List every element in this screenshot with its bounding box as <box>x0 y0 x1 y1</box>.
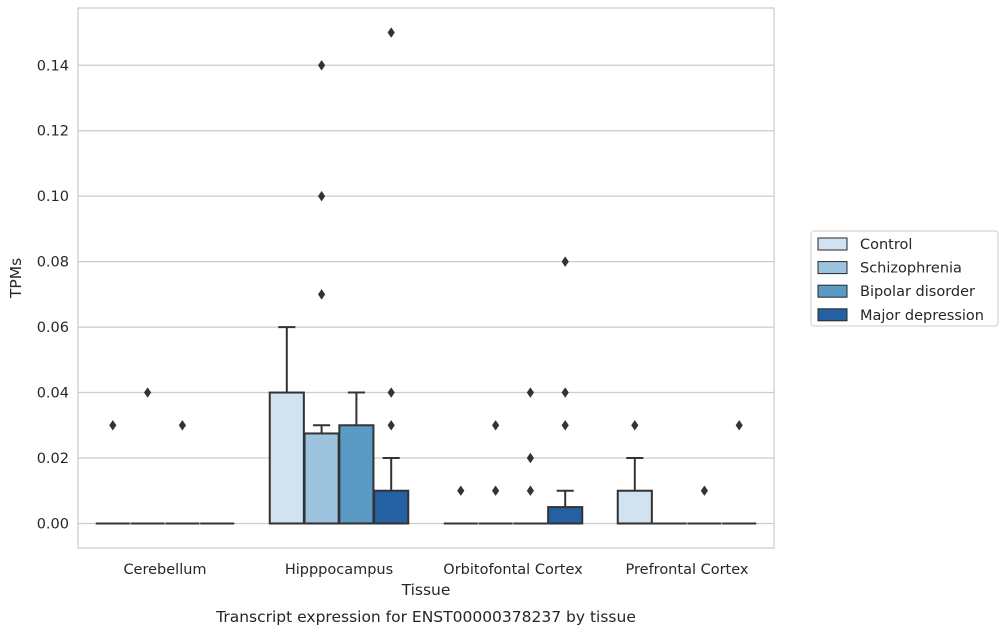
y-tick-label: 0.08 <box>37 255 69 271</box>
legend-label: Major depression <box>860 308 984 324</box>
figure-caption: Transcript expression for ENST0000037823… <box>215 608 636 626</box>
outlier-marker <box>561 256 569 267</box>
x-tick-label: Cerebellum <box>123 562 206 578</box>
box-group <box>338 391 375 525</box>
y-tick-label: 0.02 <box>37 451 69 467</box>
legend-swatch <box>817 237 848 251</box>
box-group <box>478 420 513 525</box>
legend-label: Schizophrenia <box>860 261 962 277</box>
outlier-marker <box>178 420 186 431</box>
x-axis-label: Tissue <box>401 581 451 599</box>
outlier-marker <box>387 27 395 38</box>
box-group <box>513 387 548 525</box>
outlier-marker <box>526 485 534 496</box>
outlier-marker <box>631 420 639 431</box>
outlier-marker <box>387 387 395 398</box>
y-axis-label: TPMs <box>7 258 25 299</box>
box-group <box>130 387 165 525</box>
y-tick-label: 0.14 <box>37 58 69 74</box>
plot-frame <box>77 7 775 549</box>
box <box>303 432 340 525</box>
outlier-marker <box>318 190 326 202</box>
outlier-marker <box>144 387 152 398</box>
box <box>616 489 653 525</box>
y-tick-label: 0.06 <box>37 320 69 336</box>
y-tick-label: 0.04 <box>37 386 69 402</box>
box <box>268 391 305 525</box>
outlier-marker <box>318 289 326 300</box>
y-tick-label: 0.00 <box>37 516 69 532</box>
legend-swatch <box>817 308 848 322</box>
outlier-marker <box>457 485 465 496</box>
box <box>338 424 375 525</box>
x-axis-ticks: Cerebellum Hipppocampus Orbitofontal Corte… <box>123 562 748 578</box>
box-group <box>373 27 410 525</box>
outlier-marker <box>492 420 500 431</box>
outlier-marker <box>561 387 569 398</box>
box-group <box>547 256 584 525</box>
legend-label: Control <box>860 237 912 253</box>
x-tick-label: Orbitofontal Cortex <box>443 562 583 578</box>
outlier-marker <box>492 485 500 496</box>
y-axis-ticks: 0.00 0.02 0.04 0.06 0.08 0.10 0.12 0.14 <box>37 58 69 532</box>
box-group <box>95 420 130 525</box>
outlier-marker <box>526 452 534 464</box>
outlier-marker <box>735 420 743 431</box>
box-group <box>687 485 722 525</box>
legend-swatch <box>817 284 848 298</box>
legend: Control Schizophrenia Bipolar disorder Majo… <box>810 230 999 327</box>
outlier-marker <box>526 387 534 398</box>
legend-label: Bipolar disorder <box>860 284 975 300</box>
outlier-marker <box>109 420 117 431</box>
legend-frame <box>810 230 999 327</box>
outlier-marker <box>700 485 708 496</box>
outlier-marker <box>318 60 326 71</box>
box-group <box>722 420 757 525</box>
box-plot-boxes <box>95 27 757 525</box>
box-group <box>616 420 653 525</box>
outlier-marker <box>387 420 395 431</box>
x-tick-label: Hipppocampus <box>285 562 393 578</box>
y-tick-label: 0.12 <box>37 124 69 140</box>
box <box>547 506 584 525</box>
y-tick-label: 0.10 <box>37 189 69 205</box>
grid-lines <box>78 64 774 525</box>
box-group <box>268 326 305 525</box>
x-tick-label: Prefrontal Cortex <box>626 562 749 578</box>
legend-swatch <box>817 261 848 275</box>
box-group <box>165 420 200 525</box>
outlier-marker <box>561 420 569 431</box>
box-group <box>303 60 340 525</box>
box-group <box>443 485 478 525</box>
box <box>373 489 410 525</box>
